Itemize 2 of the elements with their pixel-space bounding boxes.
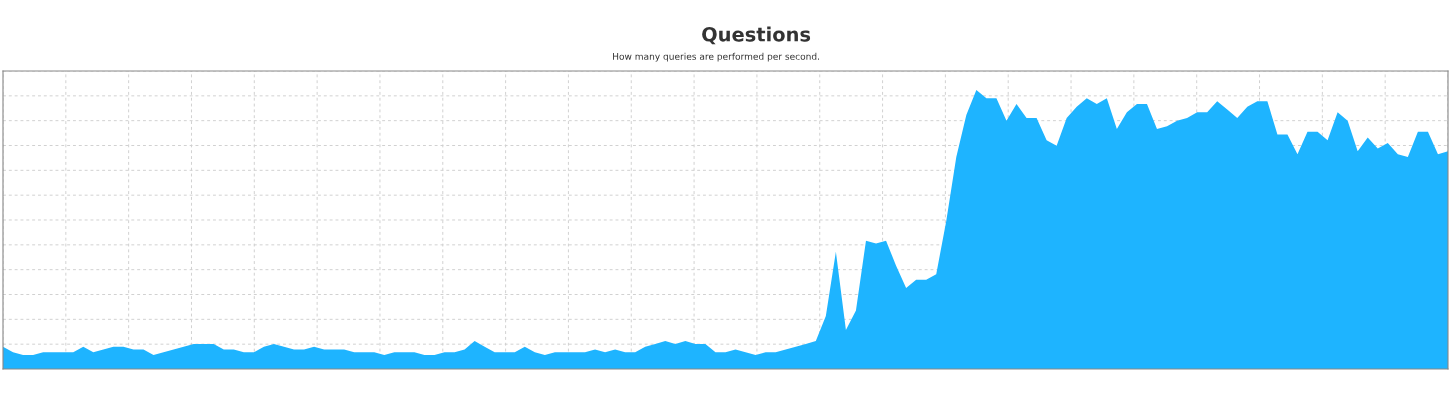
chart-subtitle: How many queries are performed per second. (613, 52, 820, 62)
chart-title: Questions (702, 26, 811, 45)
